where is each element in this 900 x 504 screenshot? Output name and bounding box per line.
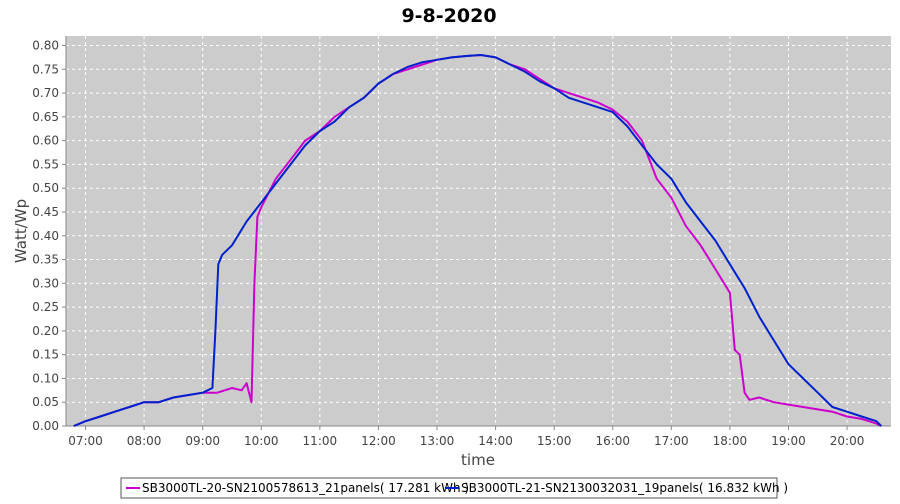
x-tick-label: 07:00 — [68, 434, 103, 448]
y-tick-label: 0.70 — [32, 86, 59, 100]
y-axis-label: Watt/Wp — [12, 199, 30, 263]
axes: 0.00 0.05 0.10 0.15 0.20 0.25 0.30 0.35 0.40 0.45… — [32, 36, 891, 448]
x-tick-label: 13:00 — [420, 434, 455, 448]
x-tick-label: 16:00 — [595, 434, 630, 448]
plot-area — [66, 36, 891, 426]
chart-title: 9-8-2020 — [401, 5, 496, 27]
legend-label-2: SB3000TL-21-SN2130032031_19panels( 16.83… — [461, 481, 788, 495]
x-tick-label: 11:00 — [303, 434, 338, 448]
y-tick-label: 0.25 — [32, 300, 59, 314]
y-tick-label: 0.35 — [32, 253, 59, 267]
x-tick-label: 10:00 — [244, 434, 279, 448]
y-tick-label: 0.00 — [32, 419, 59, 433]
x-tick-label: 17:00 — [654, 434, 689, 448]
x-tick-label: 20:00 — [830, 434, 865, 448]
x-tick-label: 12:00 — [361, 434, 396, 448]
legend-label-1: SB3000TL-20-SN2100578613_21panels( 17.28… — [142, 481, 469, 495]
y-tick-label: 0.20 — [32, 324, 59, 338]
y-tick-label: 0.60 — [32, 134, 59, 148]
y-tick-label: 0.05 — [32, 395, 59, 409]
x-tick-label: 09:00 — [185, 434, 220, 448]
y-tick-label: 0.40 — [32, 229, 59, 243]
x-tick-label: 19:00 — [771, 434, 806, 448]
series-line-2 — [73, 54, 882, 427]
y-tick-label: 0.55 — [32, 157, 59, 171]
y-tick-label: 0.15 — [32, 348, 59, 362]
x-tick-label: 08:00 — [127, 434, 162, 448]
x-tick-label: 14:00 — [478, 434, 513, 448]
y-tick-label: 0.80 — [32, 39, 59, 53]
x-tick-label: 18:00 — [713, 434, 748, 448]
legend: SB3000TL-20-SN2100578613_21panels( 17.28… — [120, 477, 788, 499]
y-tick-label: 0.65 — [32, 110, 59, 124]
y-tick-label: 0.30 — [32, 276, 59, 290]
x-tick-label: 15:00 — [537, 434, 572, 448]
y-tick-label: 0.75 — [32, 62, 59, 76]
x-axis-label: time — [461, 451, 495, 469]
grid-lines — [66, 36, 891, 427]
y-tick-label: 0.10 — [32, 371, 59, 385]
y-tick-label: 0.50 — [32, 181, 59, 195]
y-tick-label: 0.45 — [32, 205, 59, 219]
series-lines — [73, 54, 882, 427]
